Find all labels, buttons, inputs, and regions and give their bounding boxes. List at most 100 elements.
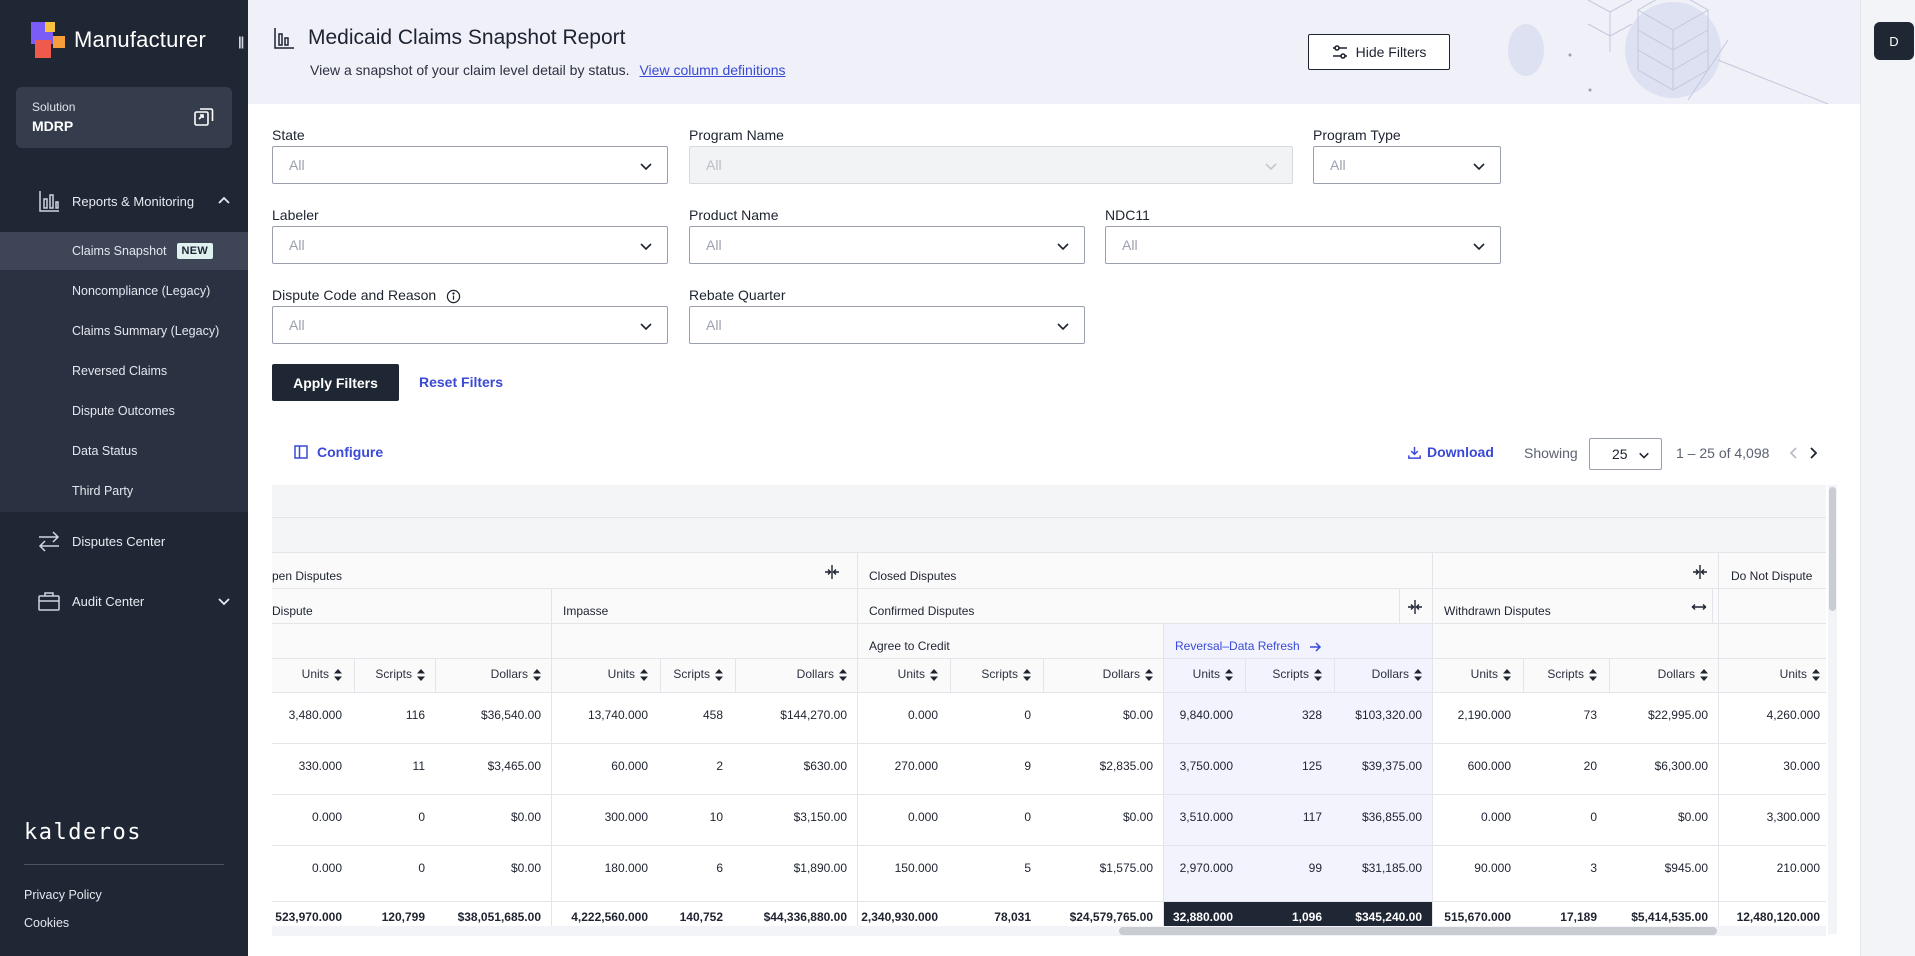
group-confirmed-disputes: Confirmed Disputes <box>869 604 975 618</box>
column-header-units[interactable]: Units <box>1391 667 1511 681</box>
hide-filters-button[interactable]: Hide Filters <box>1308 34 1450 70</box>
column-header-scripts[interactable]: Scripts <box>603 667 723 681</box>
column-header-units[interactable]: Units <box>272 667 342 681</box>
sidebar-item-noncompliance[interactable]: Noncompliance (Legacy) <box>0 272 248 310</box>
table-cell: 3 <box>1590 861 1597 875</box>
table-cell: 3,300.000 <box>1766 810 1820 824</box>
labeler-value: All <box>289 237 305 253</box>
group-reversal-data-refresh[interactable]: Reversal–Data Refresh <box>1175 639 1322 653</box>
dispute-code-select[interactable]: All <box>272 306 668 344</box>
reset-filters-button[interactable]: Reset Filters <box>419 374 504 390</box>
solution-switcher[interactable]: Solution MDRP <box>16 87 232 148</box>
table-header-band <box>272 658 1826 692</box>
column-header-dollars[interactable]: Dollars <box>1588 667 1708 681</box>
sidebar-item-claims-summary[interactable]: Claims Summary (Legacy) <box>0 312 248 350</box>
table-cell: 10 <box>709 810 723 824</box>
table-cell: $2,835.00 <box>1099 759 1153 773</box>
total-cell: 523,970.000 <box>275 910 342 924</box>
column-header-units[interactable]: Units <box>818 667 938 681</box>
column-header-dollars[interactable]: Dollars <box>1033 667 1153 681</box>
page-size-value: 25 <box>1612 446 1628 462</box>
sidebar-collapse-icon[interactable]: || <box>238 34 244 49</box>
sidebar-item-third-party[interactable]: Third Party <box>0 472 248 510</box>
program-name-select[interactable]: All <box>689 146 1293 184</box>
column-header-label: Units <box>607 667 635 681</box>
column-header-scripts[interactable]: Scripts <box>1477 667 1597 681</box>
table-cell: 0.000 <box>1480 810 1511 824</box>
vertical-scroll-thumb[interactable] <box>1829 487 1836 611</box>
sidebar-item-dispute-outcomes[interactable]: Dispute Outcomes <box>0 392 248 430</box>
cookies-link[interactable]: Cookies <box>24 916 70 930</box>
nav-audit-center[interactable]: Audit Center <box>0 588 248 614</box>
column-header-scripts[interactable]: Scripts <box>911 667 1031 681</box>
table-cell: 9 <box>1024 759 1031 773</box>
column-header-dollars[interactable]: Dollars <box>727 667 847 681</box>
state-label: State <box>272 127 305 143</box>
bar-chart-icon <box>39 191 59 212</box>
sidebar-item-reversed-claims[interactable]: Reversed Claims <box>0 352 248 390</box>
table-cell: $39,375.00 <box>1361 759 1422 773</box>
sort-icon <box>1812 668 1820 681</box>
view-column-definitions-link[interactable]: View column definitions <box>639 62 786 78</box>
download-button[interactable]: Download <box>1407 444 1494 460</box>
expand-columns-icon[interactable] <box>1691 600 1707 614</box>
user-avatar[interactable]: D <box>1874 22 1914 60</box>
divider <box>24 864 224 865</box>
table-cell: 73 <box>1583 708 1597 722</box>
table-header-band <box>272 518 1826 552</box>
ndc11-select[interactable]: All <box>1105 226 1501 264</box>
column-header-units[interactable]: Units <box>528 667 648 681</box>
chevron-up-icon[interactable] <box>216 193 232 209</box>
rebate-quarter-select[interactable]: All <box>689 306 1085 344</box>
app-logo[interactable]: Manufacturer <box>31 22 206 58</box>
table-cell: 300.000 <box>604 810 648 824</box>
nav-reports-monitoring[interactable]: Reports & Monitoring <box>0 188 248 214</box>
info-icon[interactable] <box>446 289 461 304</box>
dispute-code-label-text: Dispute Code and Reason <box>272 287 437 303</box>
privacy-policy-link[interactable]: Privacy Policy <box>24 888 102 902</box>
state-select[interactable]: All <box>272 146 668 184</box>
horizontal-scrollbar[interactable] <box>272 926 1826 936</box>
table-cell: 0.000 <box>907 708 938 722</box>
chevron-down-icon <box>1473 243 1485 251</box>
sidebar-item-data-status[interactable]: Data Status <box>0 432 248 470</box>
collapse-columns-icon[interactable] <box>1407 600 1423 614</box>
sort-icon <box>1145 668 1153 681</box>
horizontal-scroll-thumb[interactable] <box>1119 927 1717 935</box>
column-header-units[interactable]: Units <box>1700 667 1820 681</box>
column-header-units[interactable]: Units <box>1113 667 1233 681</box>
chevron-down-icon[interactable] <box>216 593 232 609</box>
total-cell: 515,670.000 <box>1444 910 1511 924</box>
collapse-columns-icon[interactable] <box>824 565 840 579</box>
column-header-dollars[interactable]: Dollars <box>1302 667 1422 681</box>
table-cell: $1,890.00 <box>793 861 847 875</box>
chevron-left-icon[interactable] <box>1788 446 1800 460</box>
table-cell: $0.00 <box>1122 708 1153 722</box>
nav-disputes-center[interactable]: Disputes Center <box>0 528 248 554</box>
configure-button[interactable]: Configure <box>294 444 383 460</box>
chevron-right-icon[interactable] <box>1807 446 1819 460</box>
column-header-scripts[interactable]: Scripts <box>1202 667 1322 681</box>
vertical-scrollbar[interactable] <box>1828 485 1837 934</box>
sort-icon <box>1225 668 1233 681</box>
program-type-select[interactable]: All <box>1313 146 1501 184</box>
chevron-down-icon <box>640 323 652 331</box>
table-cell: 9,840.000 <box>1179 708 1233 722</box>
group-agree-to-credit: Agree to Credit <box>869 639 950 653</box>
total-cell: $5,414,535.00 <box>1631 910 1708 924</box>
apply-filters-button[interactable]: Apply Filters <box>272 364 399 401</box>
collapse-columns-icon[interactable] <box>1692 565 1708 579</box>
table-cell: $630.00 <box>803 759 847 773</box>
column-header-label: Scripts <box>981 667 1018 681</box>
total-cell: 2,340,930.000 <box>861 910 938 924</box>
column-header-scripts[interactable]: Scripts <box>305 667 425 681</box>
rebate-quarter-value: All <box>706 317 722 333</box>
product-name-select[interactable]: All <box>689 226 1085 264</box>
labeler-select[interactable]: All <box>272 226 668 264</box>
column-header-dollars[interactable]: Dollars <box>421 667 541 681</box>
column-header-label: Dollars <box>1371 667 1409 681</box>
header-decoration-icon <box>1508 0 1829 104</box>
table-cell: 0.000 <box>311 861 342 875</box>
page-size-select[interactable]: 25 <box>1589 438 1662 470</box>
sidebar-item-claims-snapshot[interactable]: Claims Snapshot NEW <box>0 232 248 270</box>
